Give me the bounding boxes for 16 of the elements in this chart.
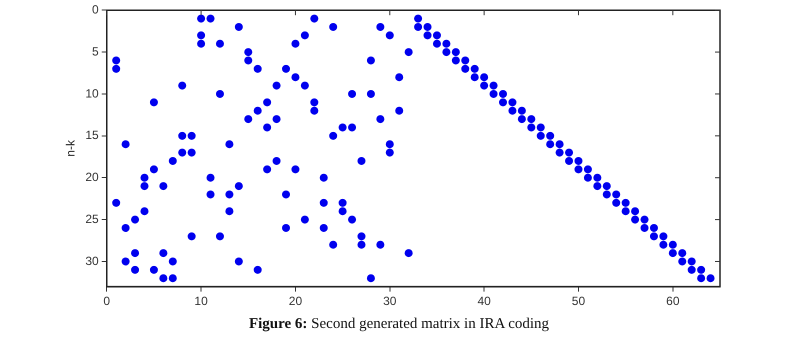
y-tick-label: 15 xyxy=(85,128,100,142)
y-tick-label: 10 xyxy=(85,86,100,100)
y-tick-label: 30 xyxy=(85,254,100,268)
caption: Figure 6: Second generated matrix in IRA coding xyxy=(248,316,550,333)
y-tick-label: 5 xyxy=(92,44,100,58)
x-tick-label: 60 xyxy=(666,294,680,308)
y-axis-title: n-k xyxy=(64,139,78,157)
y-tick-label: 0 xyxy=(92,2,100,17)
x-tick-label: 10 xyxy=(194,294,208,308)
y-tick-label: 25 xyxy=(85,212,100,226)
x-tick-label: 30 xyxy=(383,294,397,308)
y-tick-label: 20 xyxy=(85,170,100,184)
x-tick-label: 50 xyxy=(572,294,586,308)
x-tick-label: 20 xyxy=(288,294,302,308)
x-tick-label: 0 xyxy=(103,294,110,308)
x-tick-label: 40 xyxy=(477,294,492,308)
